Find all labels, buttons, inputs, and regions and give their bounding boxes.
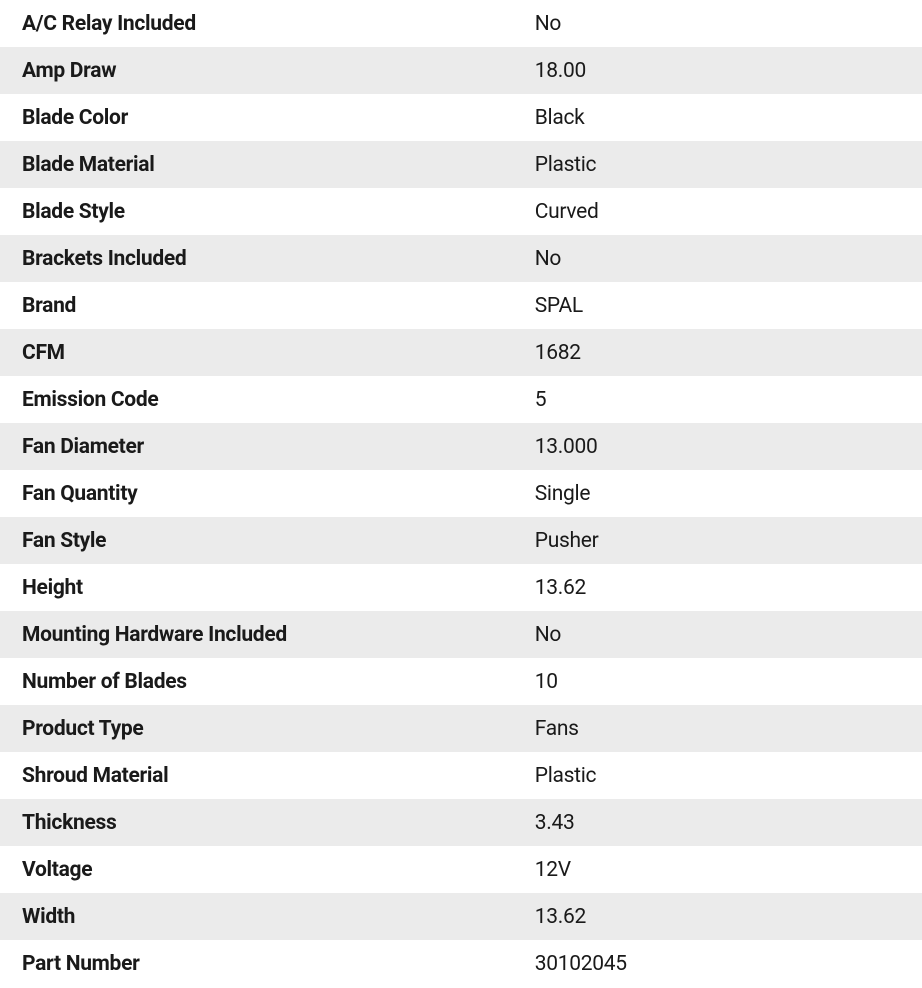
table-row: Width 13.62	[0, 893, 922, 940]
spec-value: No	[535, 237, 922, 281]
table-row: Brackets Included No	[0, 235, 922, 282]
spec-label: Brand	[0, 284, 535, 328]
spec-value: Pusher	[535, 519, 922, 563]
spec-label: Fan Quantity	[0, 472, 535, 516]
spec-label: Mounting Hardware Included	[0, 613, 535, 657]
spec-value: No	[535, 613, 922, 657]
table-row: Mounting Hardware Included No	[0, 611, 922, 658]
spec-value: 12V	[535, 848, 922, 892]
spec-value: Fans	[535, 707, 922, 751]
spec-value: Black	[535, 96, 922, 140]
table-row: Brand SPAL	[0, 282, 922, 329]
table-row: CFM 1682	[0, 329, 922, 376]
spec-label: Shroud Material	[0, 754, 535, 798]
spec-value: 13.62	[535, 566, 922, 610]
spec-value: 30102045	[535, 942, 922, 986]
specifications-table: A/C Relay Included No Amp Draw 18.00 Bla…	[0, 0, 922, 987]
spec-value: 13.62	[535, 895, 922, 939]
table-row: Fan Diameter 13.000	[0, 423, 922, 470]
spec-value: 13.000	[535, 425, 922, 469]
table-row: Thickness 3.43	[0, 799, 922, 846]
spec-value: No	[535, 2, 922, 46]
spec-label: Voltage	[0, 848, 535, 892]
table-row: Part Number 30102045	[0, 940, 922, 987]
spec-label: Part Number	[0, 942, 535, 986]
spec-value: 18.00	[535, 49, 922, 93]
table-row: Fan Style Pusher	[0, 517, 922, 564]
spec-label: Product Type	[0, 707, 535, 751]
spec-label: Emission Code	[0, 378, 535, 422]
table-row: Shroud Material Plastic	[0, 752, 922, 799]
spec-label: A/C Relay Included	[0, 2, 535, 46]
spec-label: CFM	[0, 331, 535, 375]
table-row: Number of Blades 10	[0, 658, 922, 705]
spec-value: Curved	[535, 190, 922, 234]
spec-label: Thickness	[0, 801, 535, 845]
table-row: Voltage 12V	[0, 846, 922, 893]
spec-label: Height	[0, 566, 535, 610]
table-row: Fan Quantity Single	[0, 470, 922, 517]
spec-value: 5	[535, 378, 922, 422]
spec-value: 1682	[535, 331, 922, 375]
spec-label: Fan Diameter	[0, 425, 535, 469]
spec-value: 3.43	[535, 801, 922, 845]
spec-label: Brackets Included	[0, 237, 535, 281]
spec-label: Blade Material	[0, 143, 535, 187]
spec-value: Plastic	[535, 754, 922, 798]
table-row: Amp Draw 18.00	[0, 47, 922, 94]
spec-label: Number of Blades	[0, 660, 535, 704]
table-row: A/C Relay Included No	[0, 0, 922, 47]
spec-label: Blade Style	[0, 190, 535, 234]
table-row: Product Type Fans	[0, 705, 922, 752]
spec-label: Blade Color	[0, 96, 535, 140]
spec-value: Single	[535, 472, 922, 516]
spec-label: Fan Style	[0, 519, 535, 563]
spec-value: 10	[535, 660, 922, 704]
table-row: Blade Color Black	[0, 94, 922, 141]
table-row: Blade Material Plastic	[0, 141, 922, 188]
spec-label: Amp Draw	[0, 49, 535, 93]
spec-value: SPAL	[535, 284, 922, 328]
spec-label: Width	[0, 895, 535, 939]
table-row: Height 13.62	[0, 564, 922, 611]
table-row: Blade Style Curved	[0, 188, 922, 235]
table-row: Emission Code 5	[0, 376, 922, 423]
spec-value: Plastic	[535, 143, 922, 187]
